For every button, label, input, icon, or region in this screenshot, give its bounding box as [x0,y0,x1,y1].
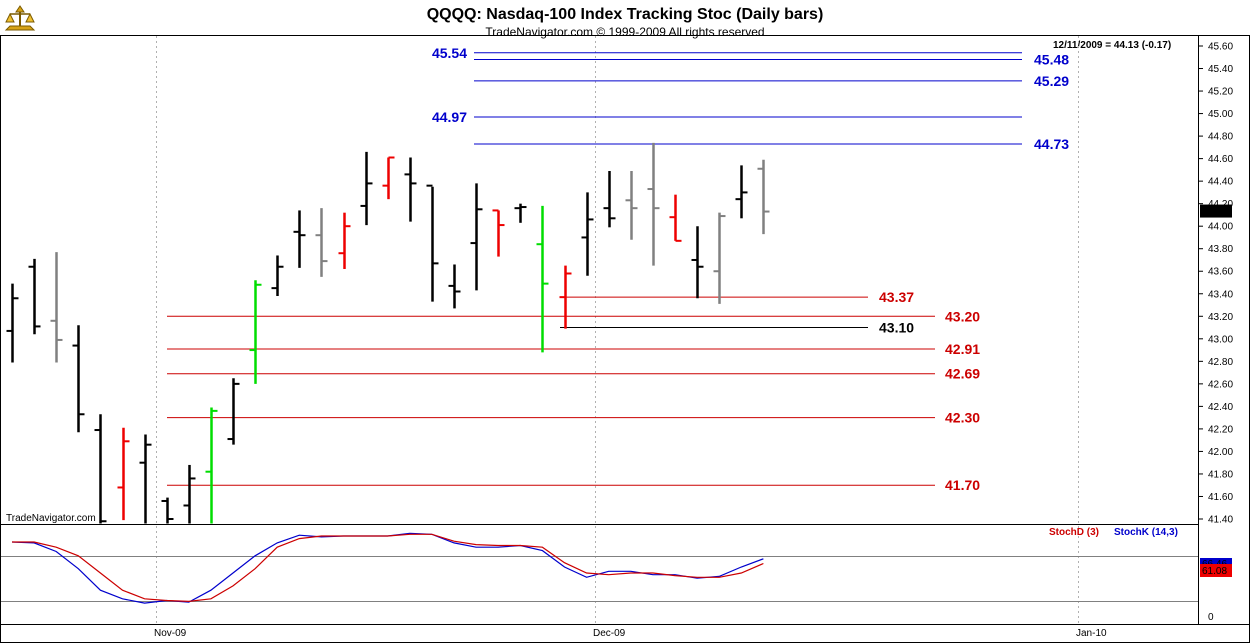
chart-title: QQQQ: Nasdaq-100 Index Tracking Stoc (Da… [427,6,824,23]
price-bar [293,210,306,268]
price-axis [1198,35,1250,625]
price-bar [669,194,682,242]
watermark: TradeNavigator.com [6,513,96,524]
price-tick-label: 41.60 [1208,492,1233,503]
price-bar [492,209,505,257]
price-bar [603,171,616,228]
last-price-value: 44.13 [1202,208,1227,219]
price-bar [514,203,527,223]
last-price-badge: 44.13 [1200,204,1232,219]
price-bar [139,434,152,524]
resistance-label: 44.73 [1034,136,1069,152]
price-bar [625,171,638,240]
price-tick-label: 43.40 [1208,289,1233,300]
price-axis-ticks: 41.40 41.60 41.80 42.00 42.20 42.40 42.60 42.80… [1198,42,1233,526]
price-bar [647,142,660,266]
resistance-label: 45.48 [1034,52,1069,68]
price-panel [0,35,1199,525]
price-bar [559,265,572,329]
price-bar [161,497,174,524]
chart-subtitle: TradeNavigator.com © 1999-2009 All right… [485,25,764,39]
support-label: 43.10 [879,320,914,336]
price-bar [183,464,196,524]
price-bar [249,280,262,384]
price-bars [6,142,770,524]
price-bar [713,212,726,304]
price-bar [117,427,130,521]
date-gridlines [156,36,1079,624]
support-label: 43.20 [945,308,980,324]
support-label: 43.37 [879,289,914,305]
price-tick-label: 43.80 [1208,244,1233,255]
resistance-label: 44.97 [432,109,467,125]
price-bar [338,212,351,269]
stoch-k-legend: StochK (14,3) [1114,527,1178,538]
price-bar [227,378,240,445]
stoch-d-badge [1200,564,1232,577]
price-bar [426,184,439,302]
price-bar [536,205,549,353]
price-tick-label: 45.00 [1208,109,1233,120]
price-tick-label: 42.40 [1208,402,1233,413]
price-bar [360,151,373,226]
support-label: 42.91 [945,341,980,357]
price-tick-label: 44.60 [1208,154,1233,165]
price-bar [72,325,85,433]
price-bar [50,252,63,363]
price-bar [28,258,41,335]
price-tick-label: 44.80 [1208,132,1233,143]
price-bar [581,192,594,276]
price-bar [404,157,417,222]
price-bar [691,226,704,299]
stoch-k-badge [1200,558,1232,568]
price-tick-label: 44.00 [1208,222,1233,233]
price-bar [757,159,770,235]
price-tick-label: 42.20 [1208,424,1233,435]
trade-navigator-logo [4,5,36,31]
price-bar [6,283,19,363]
resistance-label: 45.54 [432,45,467,61]
date-tick-label: Nov-09 [154,628,187,639]
price-tick-label: 42.80 [1208,357,1233,368]
price-tick-label: 44.40 [1208,177,1233,188]
stoch-d-legend: StochD (3) [1049,527,1099,538]
price-bar [382,156,395,200]
price-bar [94,414,107,524]
price-bar [315,208,328,277]
price-tick-label: 43.00 [1208,334,1233,345]
support-label: 41.70 [945,477,980,493]
stoch-d-line [12,533,764,603]
price-bar [205,407,218,524]
price-tick-label: 42.00 [1208,447,1233,458]
price-tick-label: 45.20 [1208,87,1233,98]
price-tick-label: 45.40 [1208,64,1233,75]
support-label: 42.69 [945,366,980,382]
price-bar [735,165,748,219]
support-label: 42.30 [945,410,980,426]
price-tick-label: 43.60 [1208,267,1233,278]
price-tick-label: 43.20 [1208,312,1233,323]
price-tick-label: 41.40 [1208,515,1233,526]
price-tick-label: 41.80 [1208,469,1233,480]
stoch-d-badge-value: 61.08 [1202,566,1227,577]
last-quote-label: 12/11/2009 = 44.13 (-0.17) [1053,40,1171,51]
date-tick-label: Dec-09 [593,628,626,639]
price-tick-label: 45.60 [1208,42,1233,53]
date-axis-labels: Nov-09 Dec-09 Jan-10 [154,628,1107,639]
date-tick-label: Jan-10 [1076,628,1107,639]
price-bar [470,183,483,291]
price-bar [448,264,461,309]
price-bar [271,255,284,297]
resistance-label: 45.29 [1034,73,1069,89]
price-tick-label: 42.60 [1208,379,1233,390]
stoch-zero-label: 0 [1208,612,1214,623]
level-lines: 45.54 45.48 45.29 44.97 44.73 43.37 43.10 43.20… [167,45,1069,493]
